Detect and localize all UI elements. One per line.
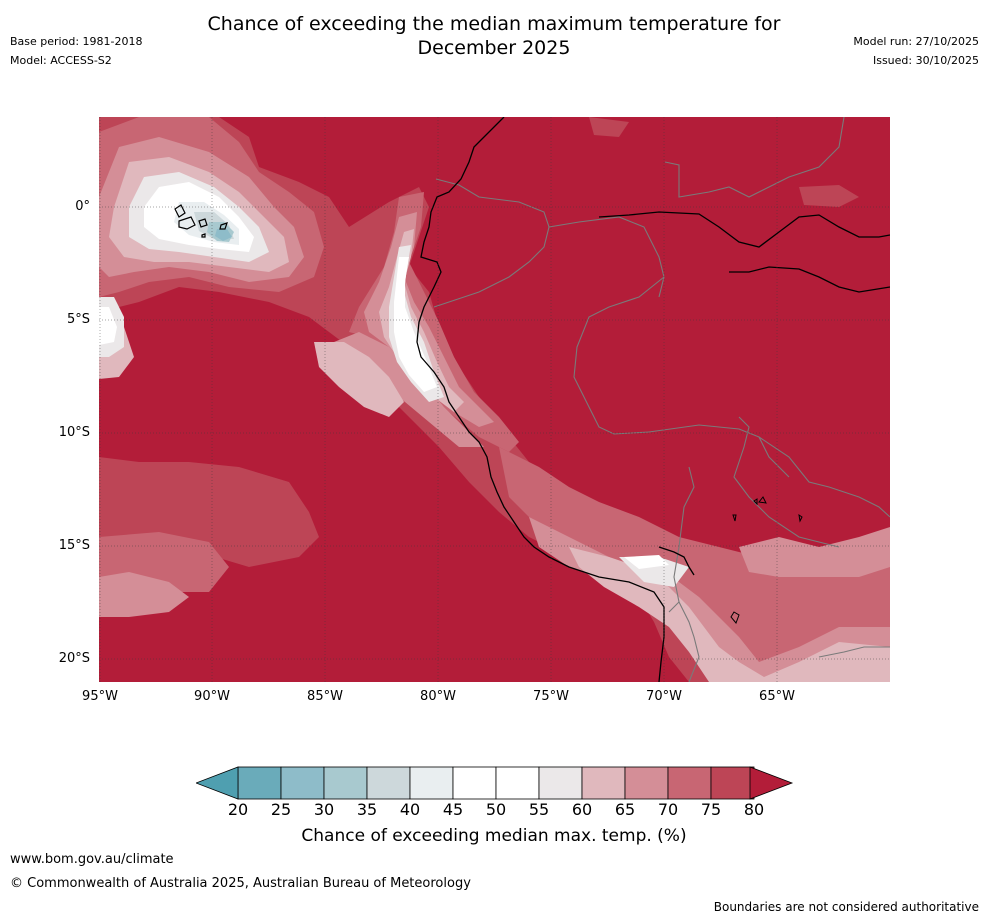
- chart-title: Chance of exceeding the median maximum t…: [0, 12, 988, 60]
- meta-left: Base period: 1981-2018 Model: ACCESS-S2: [10, 32, 142, 70]
- lon-label-65w: 65°W: [759, 689, 795, 704]
- base-period-text: Base period: 1981-2018: [10, 35, 143, 48]
- model-text: Model: ACCESS-S2: [10, 54, 112, 67]
- galapagos-islands: [174, 204, 228, 238]
- colorbar-over-arrow: [749, 766, 794, 800]
- colorbar-tick-55: 55: [528, 800, 550, 819]
- colorbar-cell-20-25: [237, 766, 282, 800]
- forecast-map: [99, 117, 890, 682]
- colorbar-cell-40-45: [409, 766, 454, 800]
- colorbar-tick-65: 65: [614, 800, 636, 819]
- colorbar-tick-35: 35: [356, 800, 378, 819]
- lon-label-75w: 75°W: [533, 689, 569, 704]
- colorbar-tick-75: 75: [700, 800, 722, 819]
- colorbar-tick-25: 25: [270, 800, 292, 819]
- colorbar-cell-30-35: [323, 766, 368, 800]
- contour-30: [215, 229, 232, 241]
- colorbar: [196, 766, 794, 800]
- footer-url: www.bom.gov.au/climate: [10, 852, 174, 867]
- colorbar-tick-80: 80: [743, 800, 765, 819]
- colorbar-cell-35-40: [366, 766, 411, 800]
- lon-label-95w: 95°W: [82, 689, 118, 704]
- title-line-2: December 2025: [417, 37, 571, 59]
- colorbar-cell-60-65: [581, 766, 626, 800]
- colorbar-tick-30: 30: [313, 800, 335, 819]
- issued-text: Issued: 30/10/2025: [872, 54, 979, 67]
- colorbar-cell-55-60: [538, 766, 583, 800]
- title-line-1: Chance of exceeding the median maximum t…: [207, 13, 781, 35]
- footer-note: Boundaries are not considered authoritat…: [713, 900, 979, 914]
- colorbar-tick-70: 70: [657, 800, 679, 819]
- colorbar-cell-50-55: [495, 766, 540, 800]
- model-run-text: Model run: 27/10/2025: [853, 35, 979, 48]
- colorbar-cell-45-50: [452, 766, 497, 800]
- meta-right: Model run: 27/10/2025 Issued: 30/10/2025: [853, 32, 979, 70]
- colorbar-tick-40: 40: [399, 800, 421, 819]
- colorbar-cell-25-30: [280, 766, 325, 800]
- colorbar-label: Chance of exceeding median max. temp. (%…: [301, 826, 687, 846]
- colorbar-cell-75-80: [710, 766, 755, 800]
- lon-label-85w: 85°W: [307, 689, 343, 704]
- coastline: [416, 117, 890, 682]
- footer-copyright: © Commonwealth of Australia 2025, Austra…: [10, 876, 471, 891]
- lat-label-15s: 15°S: [58, 538, 90, 553]
- gridlines: [99, 117, 890, 682]
- colorbar-tick-60: 60: [571, 800, 593, 819]
- colorbar-under-arrow: [196, 766, 239, 800]
- colorbar-cell-65-70: [624, 766, 669, 800]
- colorbar-tick-20: 20: [227, 800, 249, 819]
- lat-label-10s: 10°S: [58, 425, 90, 440]
- colorbar-tick-45: 45: [442, 800, 464, 819]
- lon-label-70w: 70°W: [646, 689, 682, 704]
- lon-label-90w: 90°W: [194, 689, 230, 704]
- lat-label-20s: 20°S: [58, 651, 90, 666]
- lon-label-80w: 80°W: [420, 689, 456, 704]
- colorbar-cell-70-75: [667, 766, 712, 800]
- lakes: [730, 496, 803, 624]
- lat-label-5s: 5°S: [66, 312, 90, 327]
- colorbar-tick-50: 50: [485, 800, 507, 819]
- lat-label-0: 0°: [75, 199, 90, 214]
